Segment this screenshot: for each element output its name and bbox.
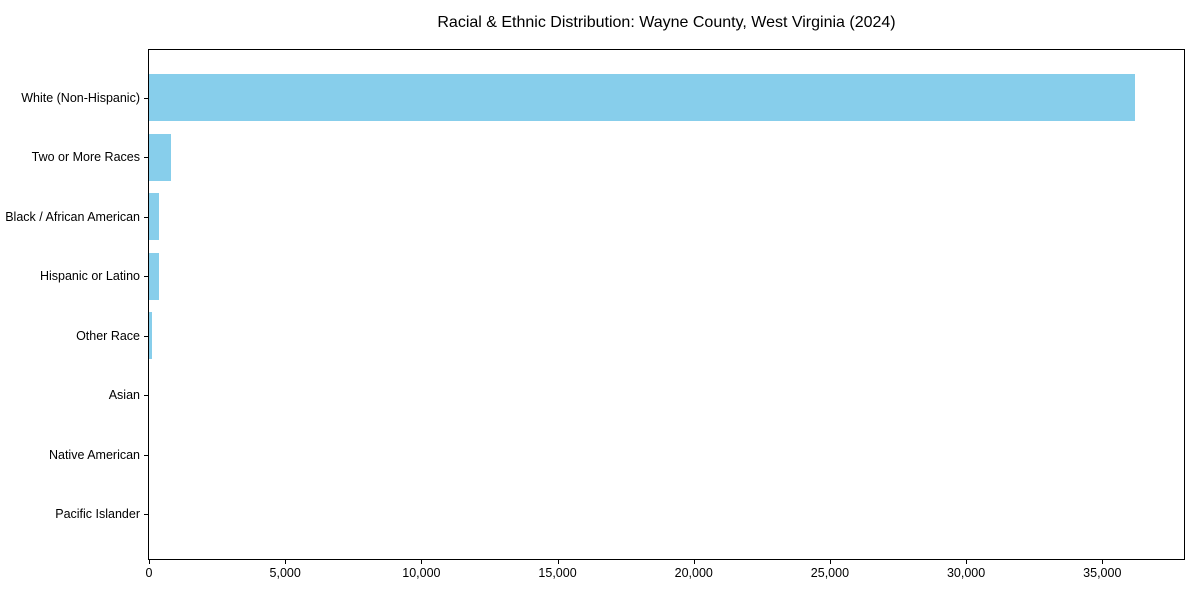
x-axis-tick: [149, 560, 150, 564]
y-axis-label-white-non-hispanic: White (Non-Hispanic): [21, 90, 140, 105]
y-axis-tick: [144, 335, 148, 337]
y-axis-label-two-or-more-races: Two or More Races: [31, 150, 140, 164]
x-axis-label-5000: 5,000: [269, 566, 301, 580]
y-axis-tick: [144, 395, 148, 396]
y-axis-label-hispanic-or-latino: Hispanic or Latino: [39, 269, 140, 283]
y-axis-label-black-african-american: Black / African American: [5, 209, 140, 224]
y-axis-tick: [144, 97, 148, 99]
y-axis-tick: [144, 454, 148, 456]
y-axis-tick: [144, 157, 148, 158]
x-axis-label-0: 0: [145, 566, 153, 580]
chart-title: Racial & Ethnic Distribution: Wayne Coun…: [437, 14, 896, 31]
y-axis-label-pacific-islander: Pacific Islander: [55, 507, 140, 521]
x-axis-tick: [829, 560, 831, 564]
y-axis-label-other-race: Other Race: [76, 328, 140, 343]
x-axis-label-30000: 30,000: [946, 566, 986, 580]
y-axis-label-native-american: Native American: [48, 447, 140, 462]
x-axis-tick: [1102, 560, 1104, 564]
bar-two-or-more-races: [149, 133, 172, 181]
x-axis-tick: [421, 560, 423, 564]
y-axis-label-asian: Asian: [108, 388, 140, 402]
x-axis-label-20000: 20,000: [674, 566, 713, 580]
x-axis-label-35000: 35,000: [1083, 566, 1122, 580]
plot-area: White (Non-Hispanic) Two or More Races Bla…: [5, 49, 1185, 580]
x-axis-tick: [966, 560, 968, 564]
x-axis-tick: [285, 560, 287, 564]
bar-white-non-hispanic: [149, 74, 1135, 121]
x-axis-label-15000: 15,000: [538, 566, 577, 580]
bar-other-race: [149, 312, 152, 359]
y-axis-tick: [144, 514, 148, 515]
x-axis-label-10000: 10,000: [402, 566, 441, 580]
x-axis-tick: [693, 560, 695, 564]
x-axis-tick: [557, 560, 559, 564]
x-axis-label-25000: 25,000: [810, 566, 850, 580]
bar-black-african-american: [149, 193, 159, 240]
bar-hispanic-or-latino: [149, 252, 160, 300]
y-axis-tick: [144, 216, 148, 218]
y-axis-tick: [144, 276, 148, 277]
